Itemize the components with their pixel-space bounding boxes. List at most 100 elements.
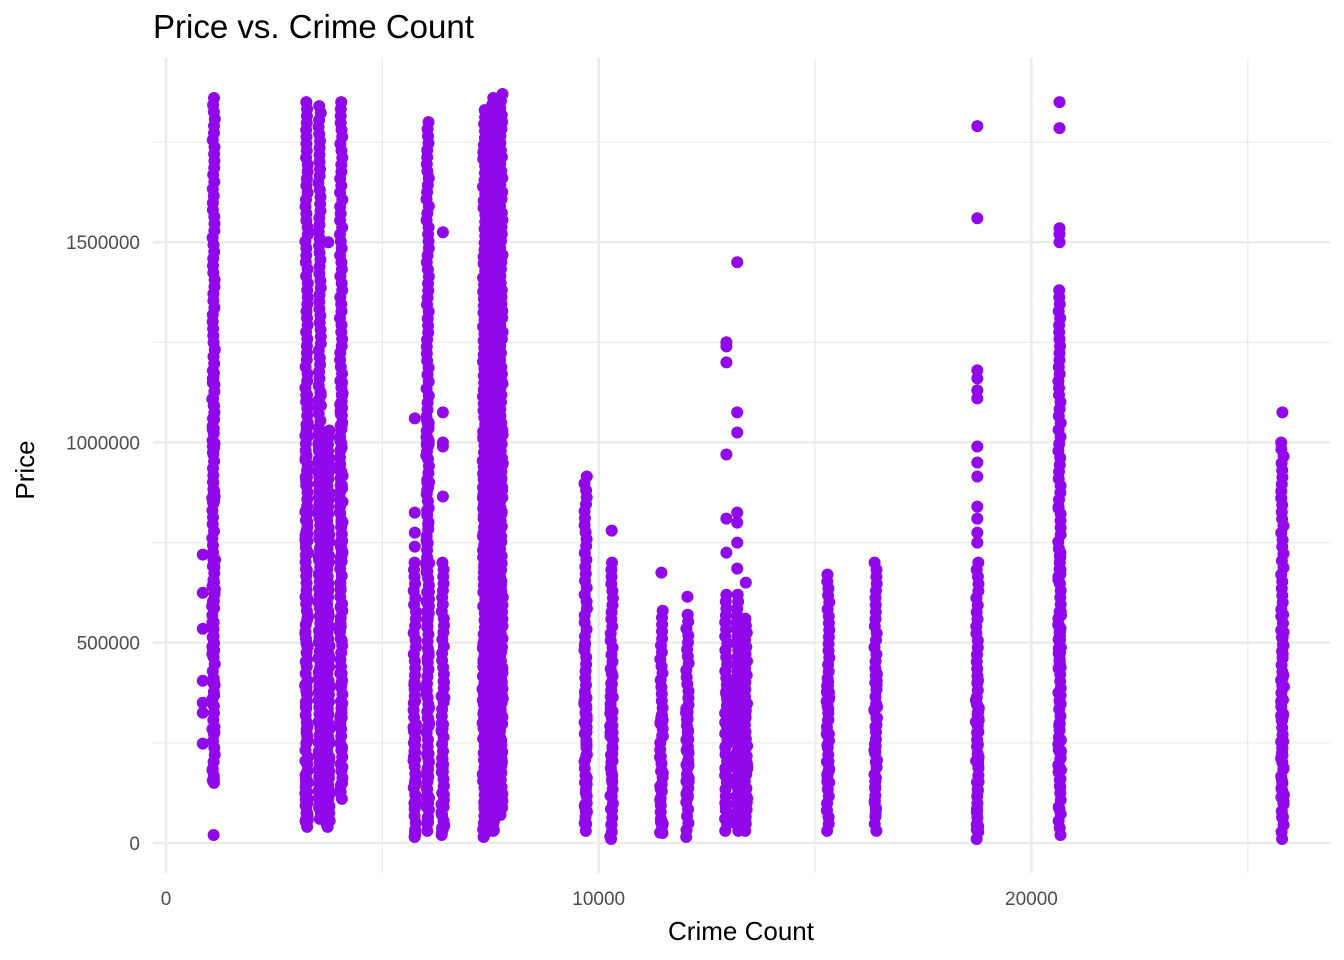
data-point — [495, 632, 508, 645]
ticks-layer: 0 10000 20000 0 500000 1000000 1500000 — [66, 233, 1058, 910]
data-point — [422, 816, 435, 829]
data-point — [1275, 709, 1288, 722]
data-point — [604, 830, 617, 843]
data-point — [196, 737, 209, 750]
data-point — [496, 756, 508, 769]
data-point — [422, 607, 435, 620]
data-point — [312, 463, 325, 476]
data-point — [1275, 782, 1288, 795]
data-point — [409, 829, 421, 842]
data-point — [409, 695, 422, 707]
data-point — [495, 734, 508, 747]
data-point — [1053, 236, 1066, 249]
data-point — [334, 419, 347, 432]
data-point — [207, 423, 219, 436]
data-point — [731, 426, 744, 439]
data-point — [1054, 734, 1067, 747]
data-point — [196, 548, 209, 561]
data-point — [1053, 773, 1066, 786]
data-point — [870, 824, 883, 837]
data-point — [729, 813, 742, 826]
data-point — [207, 476, 219, 488]
data-point — [971, 456, 984, 469]
data-point — [207, 674, 220, 687]
data-point — [299, 627, 312, 640]
data-point — [336, 482, 349, 495]
data-point — [435, 806, 448, 819]
data-point — [1276, 406, 1289, 419]
data-point — [1054, 658, 1066, 671]
data-point — [435, 826, 448, 839]
data-point — [1054, 550, 1066, 563]
data-point — [420, 449, 433, 462]
data-point — [971, 802, 983, 815]
data-point — [196, 622, 209, 635]
data-point — [972, 775, 985, 788]
data-point — [741, 762, 754, 775]
data-point — [682, 724, 695, 737]
data-point — [421, 721, 434, 734]
data-point — [822, 713, 835, 726]
data-point — [720, 546, 733, 559]
data-point — [731, 562, 744, 575]
data-point — [578, 696, 591, 709]
data-point — [334, 600, 347, 613]
data-point — [408, 678, 421, 691]
data-point — [971, 708, 984, 721]
data-point — [682, 733, 695, 746]
data-point — [322, 658, 335, 671]
data-point — [207, 773, 220, 786]
data-point — [420, 534, 433, 547]
data-point — [1275, 695, 1288, 708]
data-point — [869, 772, 882, 784]
data-point — [312, 716, 325, 729]
data-point — [972, 674, 984, 687]
data-point — [739, 816, 752, 828]
data-point — [407, 754, 420, 767]
data-point — [494, 589, 507, 602]
data-point — [580, 806, 593, 819]
data-point — [494, 661, 507, 674]
data-point — [299, 793, 312, 806]
data-point — [656, 816, 668, 829]
data-point — [739, 576, 752, 589]
data-point — [196, 586, 209, 599]
data-point — [1276, 648, 1289, 661]
data-point — [655, 765, 668, 778]
y-tick-label: 500000 — [77, 634, 140, 655]
data-point — [1054, 633, 1066, 646]
data-point — [822, 811, 835, 824]
data-point — [1053, 96, 1066, 109]
data-point — [680, 831, 693, 843]
data-point — [1276, 811, 1289, 824]
data-point — [301, 610, 314, 623]
data-point — [719, 716, 732, 729]
data-point — [207, 574, 220, 586]
data-point — [196, 706, 209, 719]
data-point — [739, 824, 752, 837]
data-point — [436, 406, 449, 419]
data-point — [409, 724, 422, 737]
data-point — [408, 540, 421, 553]
data-point — [1053, 803, 1066, 815]
data-point — [1275, 631, 1288, 644]
data-point — [321, 619, 334, 632]
data-point — [494, 431, 507, 444]
x-tick-label: 0 — [161, 889, 172, 910]
data-point — [408, 526, 421, 539]
data-point — [336, 376, 349, 389]
data-point — [971, 120, 984, 133]
data-point — [654, 751, 667, 764]
data-point — [720, 512, 733, 525]
y-axis-label: Price — [10, 440, 40, 499]
data-point — [206, 376, 219, 389]
data-point — [322, 811, 335, 824]
data-point — [656, 714, 669, 726]
data-point — [422, 646, 435, 658]
data-point — [314, 399, 327, 412]
data-point — [739, 712, 752, 725]
data-point — [655, 566, 668, 579]
data-point — [422, 518, 435, 531]
data-point — [971, 500, 984, 513]
data-point — [578, 716, 591, 729]
